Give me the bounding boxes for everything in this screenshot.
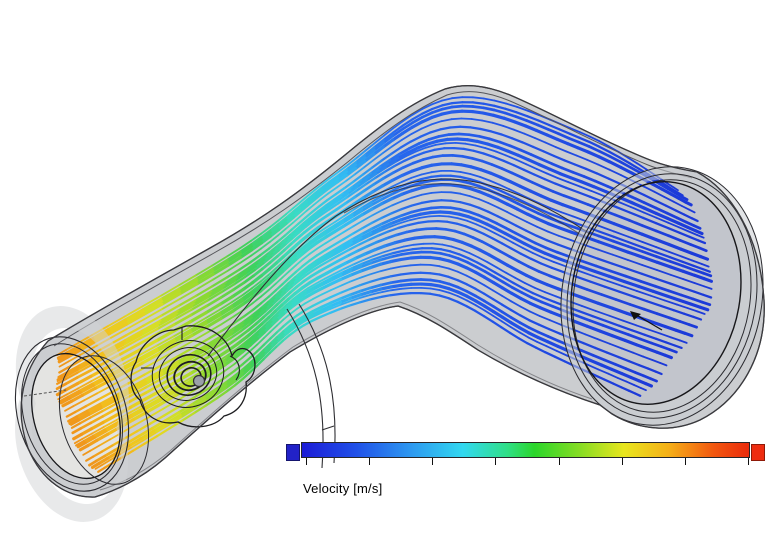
pipe-inner-edges [53, 91, 693, 491]
inlet-flange-ribs [560, 166, 764, 426]
outlet-rings [14, 336, 150, 492]
outlet-flange-rim [15, 306, 129, 522]
inner-wall-curves [207, 178, 591, 357]
flow-arrow-annotation [630, 311, 663, 331]
legend-colorbar[interactable] [301, 442, 750, 458]
pipe-outline [20, 85, 765, 498]
sensor-boss [130, 325, 256, 428]
boss-ball [192, 374, 206, 388]
